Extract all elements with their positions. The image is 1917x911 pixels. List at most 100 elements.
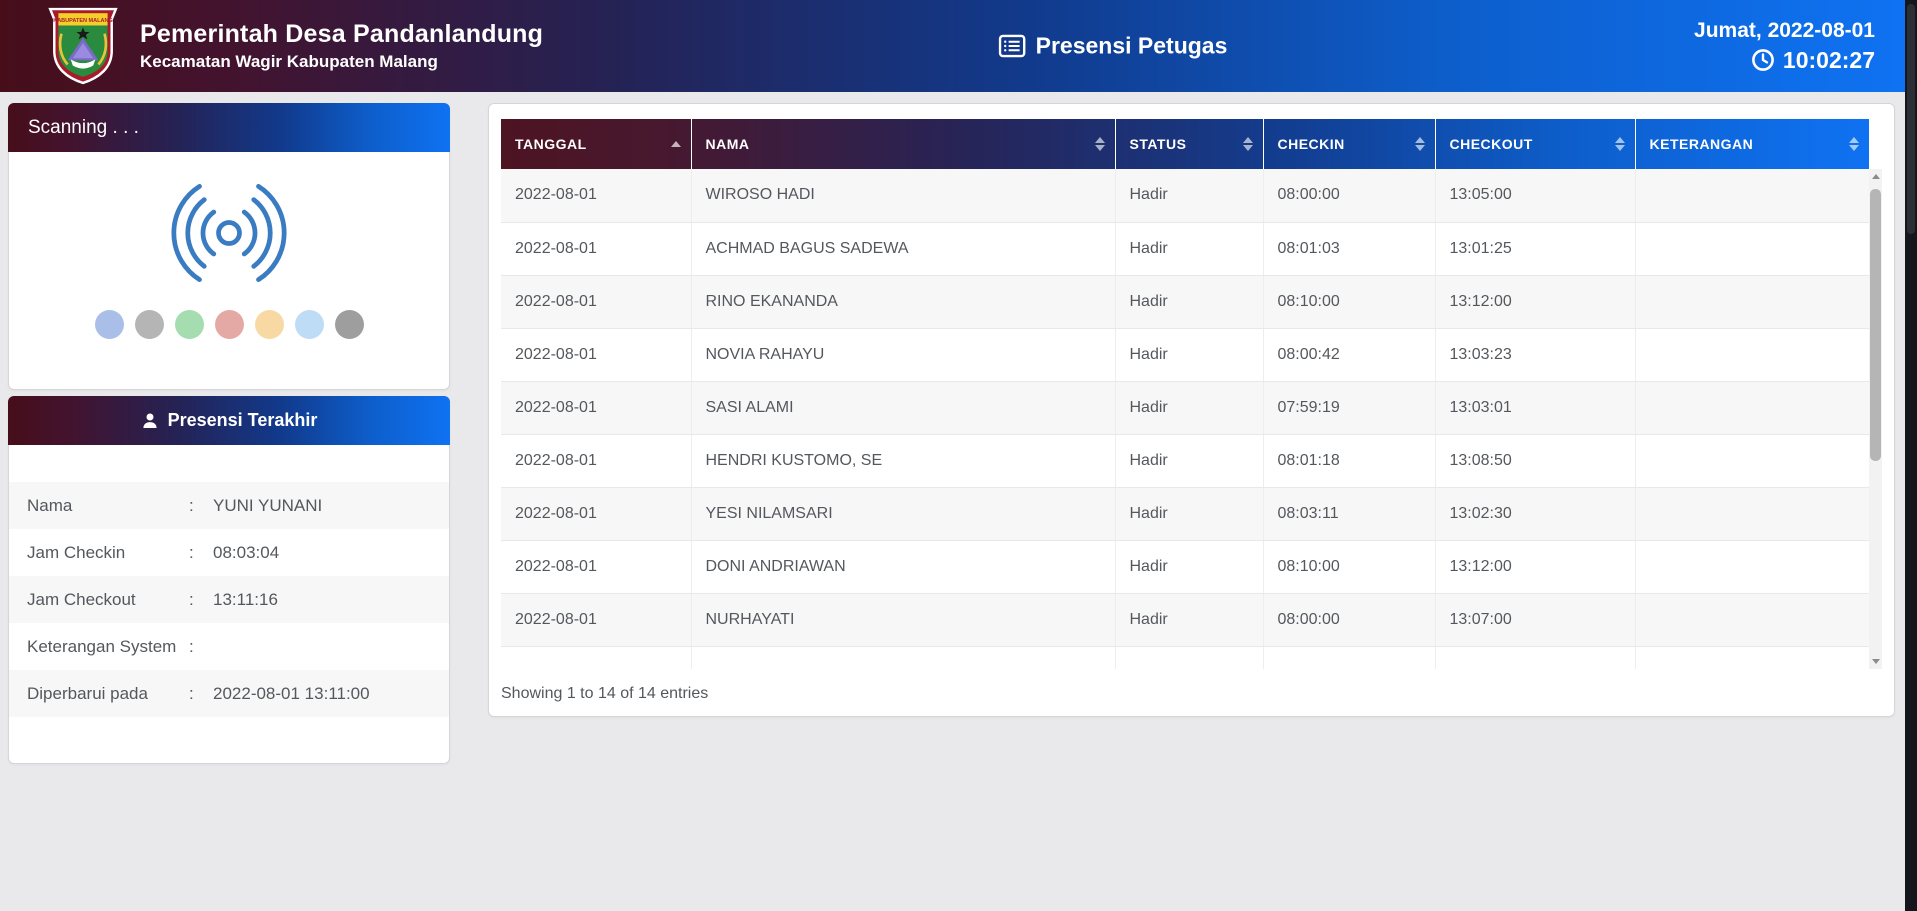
sort-icon (1615, 137, 1625, 151)
detail-label: Jam Checkout (27, 589, 136, 609)
last-presence-rows: Nama: YUNI YUNANI Jam Checkin:08:03:04 Jam … (9, 445, 449, 717)
table-scrollbar[interactable] (1869, 169, 1882, 669)
table-cell (1435, 646, 1636, 669)
scanner-dot (254, 310, 284, 339)
detail-row: Diperbarui pada:2022-08-01 13:11:00 (9, 670, 449, 717)
brand-text: Pemerintah Desa Pandanlandung Kecamatan … (140, 20, 543, 72)
page-scrollbar[interactable] (1905, 0, 1917, 911)
column-label: STATUS (1129, 136, 1187, 152)
detail-separator: : (189, 683, 194, 703)
main-panel: TANGGAL NAMA STATUS CHECKIN CHECKOUT KETERANG… (488, 103, 1895, 717)
table-cell (1635, 169, 1869, 223)
table-cell: 08:10:00 (1263, 275, 1436, 329)
column-label: TANGGAL (515, 136, 587, 152)
table-cell: 08:10:00 (1263, 540, 1436, 594)
site-title: Pemerintah Desa Pandanlandung (140, 20, 544, 48)
person-icon (141, 412, 159, 430)
table-cell: Hadir (1115, 169, 1264, 223)
table-cell: 13:12:00 (1435, 275, 1636, 329)
detail-label: Nama (27, 495, 73, 515)
detail-row: Nama: YUNI YUNANI (9, 482, 449, 529)
column-label: CHECKOUT (1449, 136, 1533, 152)
column-header-checkout[interactable]: CHECKOUT (1435, 119, 1636, 169)
table-scroll-viewport[interactable]: 2022-08-01 WIROSO HADI Hadir 08:00:00 13:05:… (501, 169, 1882, 669)
page-scrollbar-thumb[interactable] (1907, 4, 1915, 234)
last-presence-header: Presensi Terakhir (8, 396, 450, 445)
last-presence-title: Presensi Terakhir (167, 410, 318, 430)
scanner-dot (134, 310, 164, 339)
topbar: KABUPATEN MALANG Pemerintah Desa Pandanl… (0, 0, 1905, 92)
sidebar: Scanning . . . (8, 103, 450, 764)
table-cell: ACHMAD BAGUS SADEWA (691, 222, 1116, 276)
table-cell: 13:08:50 (1435, 434, 1636, 488)
column-label: KETERANGAN (1649, 136, 1754, 152)
detail-value: 2022-08-01 13:11:00 (213, 683, 370, 703)
table-cell: Hadir (1115, 275, 1264, 329)
table-cell: Hadir (1115, 328, 1264, 382)
table-cell: 2022-08-01 (501, 434, 692, 488)
sort-icon (1415, 137, 1425, 151)
svg-text:KABUPATEN MALANG: KABUPATEN MALANG (53, 18, 113, 24)
table-header-row: TANGGAL NAMA STATUS CHECKIN CHECKOUT KETERANG… (501, 119, 1869, 169)
table-cell: SASI ALAMI (691, 381, 1116, 435)
brand: KABUPATEN MALANG Pemerintah Desa Pandanl… (46, 6, 543, 86)
scroll-down-arrow-icon[interactable] (1869, 654, 1882, 669)
sort-icon (671, 141, 681, 147)
table-cell: 07:59:19 (1263, 381, 1436, 435)
table-cell: WIROSO HADI (691, 169, 1116, 223)
detail-row: Jam Checkout:13:11:16 (9, 576, 449, 623)
column-header-keterangan[interactable]: KETERANGAN (1635, 119, 1869, 169)
table-row: 2022-08-01 RINO EKANANDA Hadir 08:10:00 13:1… (501, 275, 1869, 329)
scanner-dot (174, 310, 204, 339)
table-cell (1635, 328, 1869, 382)
detail-label: Jam Checkin (27, 542, 126, 562)
site-subtitle: Kecamatan Wagir Kabupaten Malang (140, 52, 438, 71)
table-cell: 08:03:11 (1263, 487, 1436, 541)
detail-separator: : (189, 636, 194, 656)
detail-row: Keterangan System: (9, 623, 449, 670)
attendance-table-card: TANGGAL NAMA STATUS CHECKIN CHECKOUT KETERANG… (488, 103, 1895, 717)
table-row: 2022-08-01 ACHMAD BAGUS SADEWA Hadir 08:01:… (501, 222, 1869, 276)
detail-separator: : (189, 589, 194, 609)
broadcast-scan-icon (162, 174, 296, 292)
column-header-status[interactable]: STATUS (1115, 119, 1264, 169)
page-title-block: Presensi Petugas (998, 32, 1228, 60)
table-row (501, 646, 1869, 669)
table-cell: RINO EKANANDA (691, 275, 1116, 329)
scroll-up-arrow-icon[interactable] (1869, 169, 1882, 184)
scanner-dots (94, 310, 364, 339)
table-cell: 13:02:30 (1435, 487, 1636, 541)
scanner-status-text: Scanning . . . (28, 116, 139, 138)
column-header-tanggal[interactable]: TANGGAL (501, 119, 692, 169)
list-icon (998, 34, 1026, 58)
table-scrollbar-thumb[interactable] (1870, 189, 1881, 461)
table-cell: 08:00:00 (1263, 593, 1436, 647)
column-header-checkin[interactable]: CHECKIN (1263, 119, 1436, 169)
table-cell: 2022-08-01 (501, 540, 692, 594)
table-cell: Hadir (1115, 487, 1264, 541)
table-cell: 2022-08-01 (501, 275, 692, 329)
table-cell: 2022-08-01 (501, 593, 692, 647)
column-label: CHECKIN (1277, 136, 1345, 152)
table-row: 2022-08-01 NOVIA RAHAYU Hadir 08:00:42 13:03… (501, 328, 1869, 382)
table-cell (1635, 275, 1869, 329)
detail-label: Diperbarui pada (27, 683, 148, 703)
scanner-dot (334, 310, 364, 339)
table-cell: 2022-08-01 (501, 381, 692, 435)
table-cell: NURHAYATI (691, 593, 1116, 647)
table-cell: 13:03:01 (1435, 381, 1636, 435)
scanner-card-header: Scanning . . . (8, 103, 450, 152)
table-cell (1115, 646, 1264, 669)
table-cell: 13:03:23 (1435, 328, 1636, 382)
table-cell: 08:01:18 (1263, 434, 1436, 488)
scanner-body (9, 152, 449, 389)
page-title: Presensi Petugas (1035, 32, 1228, 59)
detail-row: Jam Checkin:08:03:04 (9, 529, 449, 576)
detail-separator: : (189, 542, 194, 562)
column-label: NAMA (705, 136, 750, 152)
table-cell: DONI ANDRIAWAN (691, 540, 1116, 594)
sort-icon (1243, 137, 1253, 151)
detail-separator: : (189, 495, 194, 515)
column-header-nama[interactable]: NAMA (691, 119, 1116, 169)
table-row: 2022-08-01 HENDRI KUSTOMO, SE Hadir 08:01:1… (501, 434, 1869, 488)
